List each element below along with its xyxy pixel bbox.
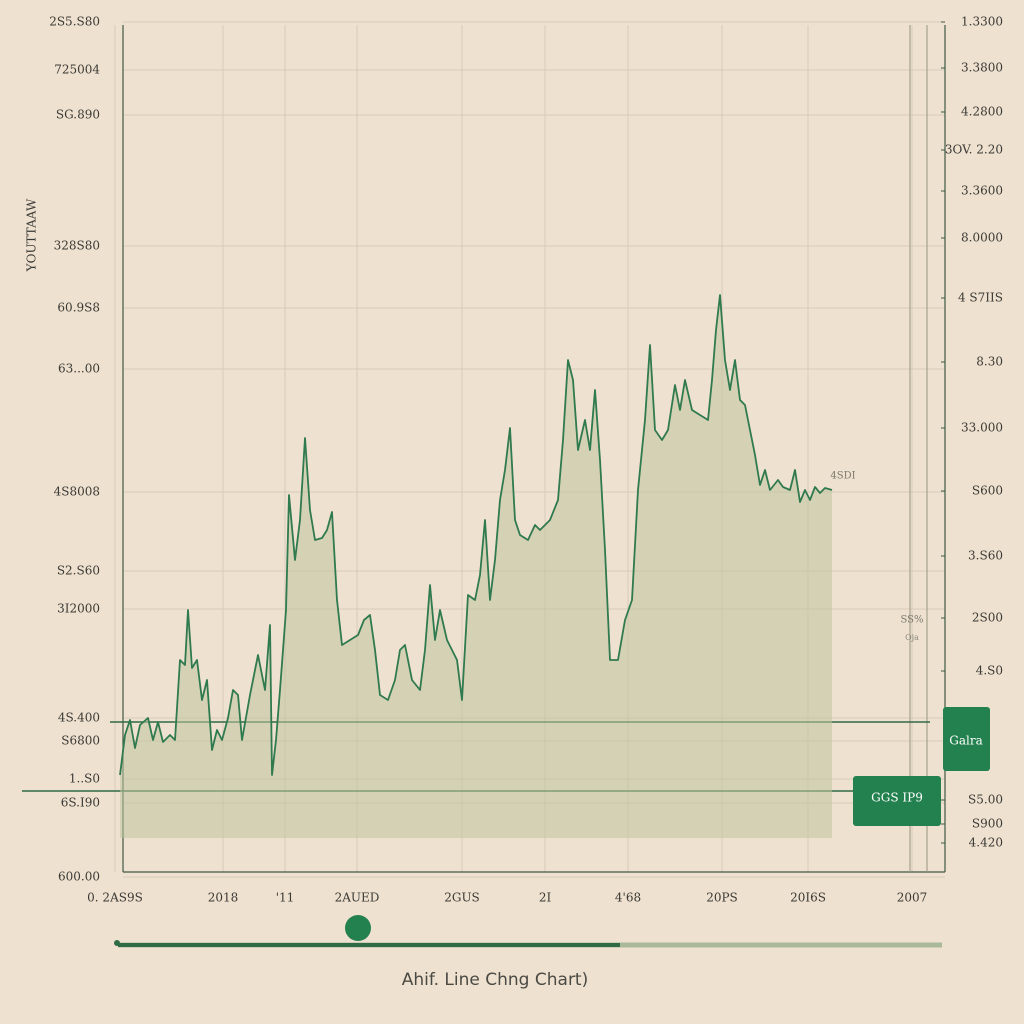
y-tick-label: 328S80 [54,239,100,253]
y-axis-label: YOUTTAAW [25,198,39,272]
x-tick-label: '11 [276,891,295,905]
y2-tick-label: 1.3300 [961,15,1003,29]
x-tick-label: 2007 [897,891,928,905]
y2-tick-label: S600 [972,484,1003,498]
chart-title: Ahif. Line Chng Chart) [402,970,588,990]
y2-tick-label: 8.30 [976,355,1003,369]
y-tick-label: S6800 [61,734,100,748]
x-tick-label: 0. 2AS9S [87,891,143,905]
annotation: GGS IP9 [871,791,923,805]
x-tick-label: 20PS [706,891,738,905]
x-tick-label: 20I6S [790,891,826,905]
y2-tick-label: S5.00 [968,793,1003,807]
y2-tick-label: 3.3800 [961,61,1003,75]
y-tick-label: 4S8008 [54,485,100,499]
y2-tick-label: 3.3600 [961,184,1003,198]
y-tick-label: 4S.400 [58,711,100,725]
annotation: Galra [949,734,982,748]
x-tick-label: 2GUS [444,891,480,905]
y2-tick-label: 3OV. 2.20 [945,143,1003,157]
x-tick-label: 2018 [208,891,239,905]
y2-tick-label: 8.0000 [961,231,1003,245]
annotation: Oja [905,633,919,642]
y-tick-label: 6S.I90 [61,796,100,810]
y-tick-label: 2S5.S80 [49,15,100,29]
y2-tick-label: 3.S60 [968,549,1003,563]
annotation-box [943,707,990,771]
y-tick-label: 725004 [54,63,100,77]
x-tick-label: 2AUED [335,891,380,905]
annotation: 4SDI [830,471,855,482]
x-tick-label: 2I [539,891,552,905]
y-tick-label: 60.9S8 [57,301,100,315]
slider-handle[interactable] [114,940,120,946]
y-tick-label: 3I2000 [57,602,100,616]
y-tick-label: 600.00 [58,870,100,884]
y2-tick-label: 4 S7IIS [958,291,1003,305]
y2-tick-label: 4.2800 [961,105,1003,119]
y2-tick-label: 4.S0 [976,664,1003,678]
y2-tick-label: 33.000 [961,421,1003,435]
y-tick-label: 63...00 [58,362,100,376]
y-tick-label: S2.S60 [57,564,100,578]
y2-tick-label: 4.420 [969,836,1003,850]
y-tick-label: 1..S0 [69,772,100,786]
line-series [119,294,833,776]
slider-knob[interactable] [345,915,371,941]
y-tick-label: SG.890 [56,108,100,122]
y2-tick-label: 2S00 [972,611,1003,625]
annotation-box [853,776,941,826]
line-area [120,295,832,838]
annotation: SS% [900,615,923,626]
y2-tick-label: S900 [972,817,1003,831]
x-tick-label: 4'68 [615,891,641,905]
